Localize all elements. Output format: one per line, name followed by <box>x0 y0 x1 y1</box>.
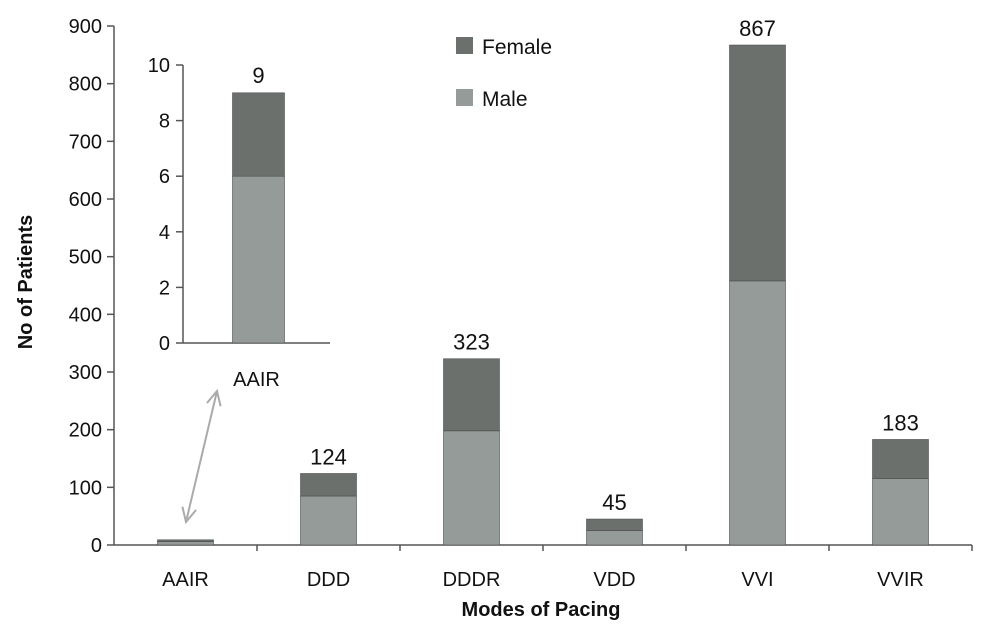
main-bars <box>157 44 929 546</box>
bar-segment-male <box>443 430 500 546</box>
callout-arrow <box>181 388 222 525</box>
bar-segment-male <box>872 478 929 546</box>
inset-bar-segment-male <box>232 175 285 344</box>
inset-bar-segment-female <box>232 92 285 177</box>
y-tick-label: 300 <box>69 362 102 384</box>
data-label-total: 124 <box>310 444 347 469</box>
y-tick-label: 600 <box>69 189 102 211</box>
bar-segment-male <box>157 541 214 546</box>
x-tick-label: VVIR <box>877 569 924 591</box>
bar-segment-female <box>443 358 500 432</box>
bar-segment-male <box>729 280 786 546</box>
data-label-total: 183 <box>882 410 919 435</box>
x-tick-label: DDDR <box>443 569 501 591</box>
y-tick-label: 500 <box>69 247 102 269</box>
data-label-total: 45 <box>602 490 626 515</box>
legend-label-female: Female <box>482 36 552 59</box>
y-tick-label: 700 <box>69 131 102 153</box>
y-tick-label: 100 <box>69 477 102 499</box>
legend-label-male: Male <box>482 88 528 111</box>
x-axis-title: Modes of Pacing <box>462 599 621 621</box>
inset-y-tick-label: 8 <box>159 111 170 133</box>
data-label-total: 867 <box>739 16 776 41</box>
legend-swatch-male <box>456 89 473 106</box>
callout-arrowhead-top <box>206 388 222 407</box>
y-tick-label: 400 <box>69 304 102 326</box>
inset-y-tick-label: 0 <box>159 333 170 355</box>
y-tick-label: 200 <box>69 420 102 442</box>
inset-chart: 0 2 4 6 8 10 9 AAIR <box>148 55 330 391</box>
y-tick-label: 900 <box>69 16 102 38</box>
y-axis-title: No of Patients <box>15 215 37 349</box>
bar-segment-female <box>586 518 643 531</box>
inset-data-label-total: 9 <box>252 63 264 88</box>
bar-segment-female <box>157 539 214 542</box>
bar-segment-female <box>729 44 786 282</box>
y-tick-label: 800 <box>69 74 102 96</box>
bar-segment-female <box>872 439 929 479</box>
callout-arrowhead-bottom <box>181 506 197 525</box>
y-tick-label: 0 <box>91 535 102 557</box>
x-tick-label: VDD <box>593 569 635 591</box>
bar-segment-male <box>586 530 643 546</box>
data-label-total: 323 <box>453 330 490 355</box>
x-tick-label: DDD <box>307 569 350 591</box>
legend-swatch-female <box>456 37 473 54</box>
inset-y-tick-label: 4 <box>159 222 170 244</box>
x-tick-label: AAIR <box>162 569 209 591</box>
inset-x-tick-label: AAIR <box>233 369 280 391</box>
x-tick-label: VVI <box>741 569 773 591</box>
inset-y-tick-label: 6 <box>159 166 170 188</box>
inset-y-tick-label: 2 <box>159 277 170 299</box>
bar-segment-male <box>300 495 357 546</box>
inset-y-tick-label: 10 <box>148 55 170 77</box>
legend: Female Male <box>456 36 552 111</box>
bar-segment-female <box>300 473 357 497</box>
main-labels: AAIR DDD 124 DDDR 323 VDD 45 VVI 867 VVIR 183 <box>162 16 924 591</box>
callout-arrow-line <box>185 390 218 523</box>
